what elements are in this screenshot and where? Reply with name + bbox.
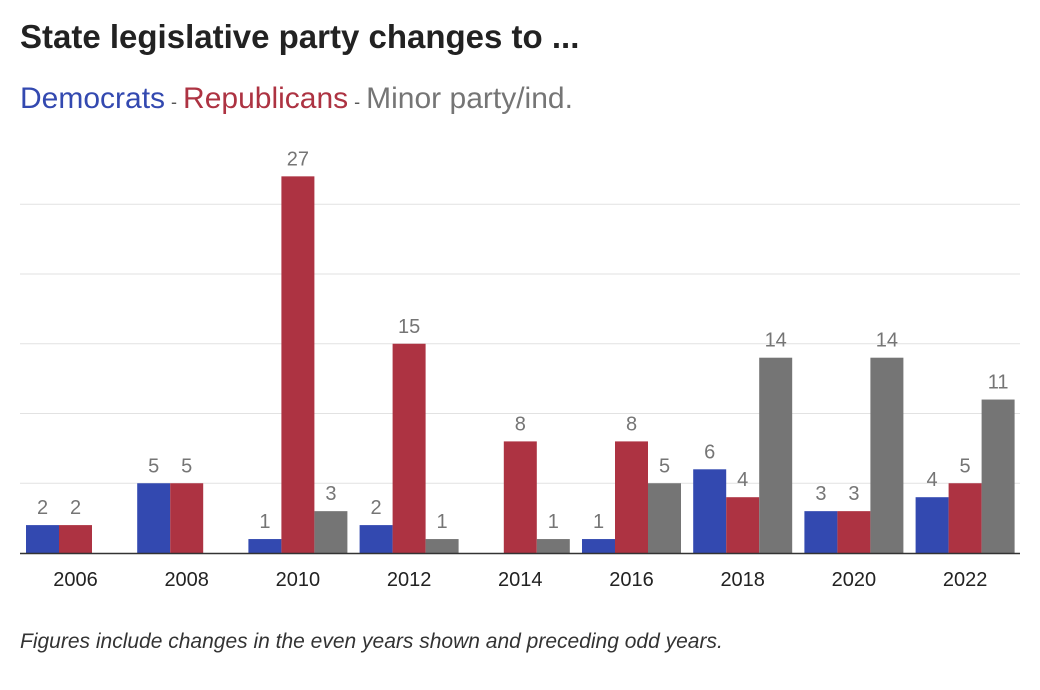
bar — [948, 483, 982, 553]
x-tick-label: 2020 — [832, 569, 877, 591]
bar — [693, 469, 727, 553]
x-tick-label: 2022 — [943, 569, 988, 591]
legend-separator: - — [171, 92, 178, 112]
bar — [759, 357, 793, 553]
bar — [137, 483, 171, 553]
bar — [314, 511, 348, 553]
data-label: 3 — [815, 483, 826, 505]
x-tick-label: 2012 — [387, 569, 432, 591]
data-label: 11 — [988, 372, 1009, 394]
x-tick-label: 2018 — [720, 569, 765, 591]
data-label: 5 — [659, 455, 670, 477]
bar — [281, 176, 315, 553]
legend-republicans: Republicans — [183, 82, 349, 115]
legend-minor: Minor party/ind. — [366, 82, 573, 115]
bar — [536, 539, 570, 553]
data-label: 8 — [515, 413, 526, 435]
data-label: 14 — [876, 330, 898, 352]
bar — [870, 357, 904, 553]
data-label: 1 — [548, 511, 559, 533]
bar — [425, 539, 459, 553]
bar — [26, 525, 59, 553]
bar — [981, 399, 1015, 553]
bar — [804, 511, 838, 553]
data-label: 8 — [626, 413, 637, 435]
bar — [503, 441, 537, 553]
bars — [26, 176, 1015, 553]
x-axis-ticks: 2006 2008 2010 2012 2014 2016 2018 2020 2022 — [53, 569, 987, 591]
data-label: 5 — [181, 455, 192, 477]
bar — [359, 525, 393, 553]
bar — [392, 343, 426, 553]
data-label: 5 — [960, 455, 971, 477]
bar — [170, 483, 204, 553]
data-label: 4 — [927, 469, 938, 491]
bar — [248, 539, 282, 553]
data-label: 6 — [704, 441, 715, 463]
data-label: 14 — [765, 330, 787, 352]
data-label: 2 — [70, 497, 81, 519]
x-tick-label: 2014 — [498, 569, 543, 591]
data-label: 2 — [371, 497, 382, 519]
data-label: 1 — [593, 511, 604, 533]
bar — [837, 511, 871, 553]
legend-democrats: Democrats — [20, 82, 166, 115]
bar — [915, 497, 949, 553]
chart-title: State legislative party changes to ... — [20, 18, 580, 55]
data-label: 27 — [287, 148, 309, 170]
bar — [615, 441, 648, 553]
x-tick-label: 2016 — [609, 569, 654, 591]
legend-separator: - — [354, 92, 361, 112]
bar — [648, 483, 681, 553]
data-label: 4 — [737, 469, 748, 491]
x-tick-label: 2006 — [53, 569, 98, 591]
data-label: 3 — [848, 483, 859, 505]
x-tick-label: 2010 — [276, 569, 321, 591]
bar — [726, 497, 760, 553]
footnote: Figures include changes in the even year… — [20, 630, 723, 653]
bar — [582, 539, 615, 553]
data-label: 15 — [398, 316, 420, 338]
data-label: 5 — [148, 455, 159, 477]
x-tick-label: 2008 — [164, 569, 209, 591]
data-label: 3 — [325, 483, 336, 505]
legend: Democrats - Republicans - Minor party/ind. — [20, 82, 573, 116]
bar — [59, 525, 92, 553]
data-label: 1 — [437, 511, 448, 533]
data-label: 2 — [37, 497, 48, 519]
data-label: 1 — [259, 511, 270, 533]
